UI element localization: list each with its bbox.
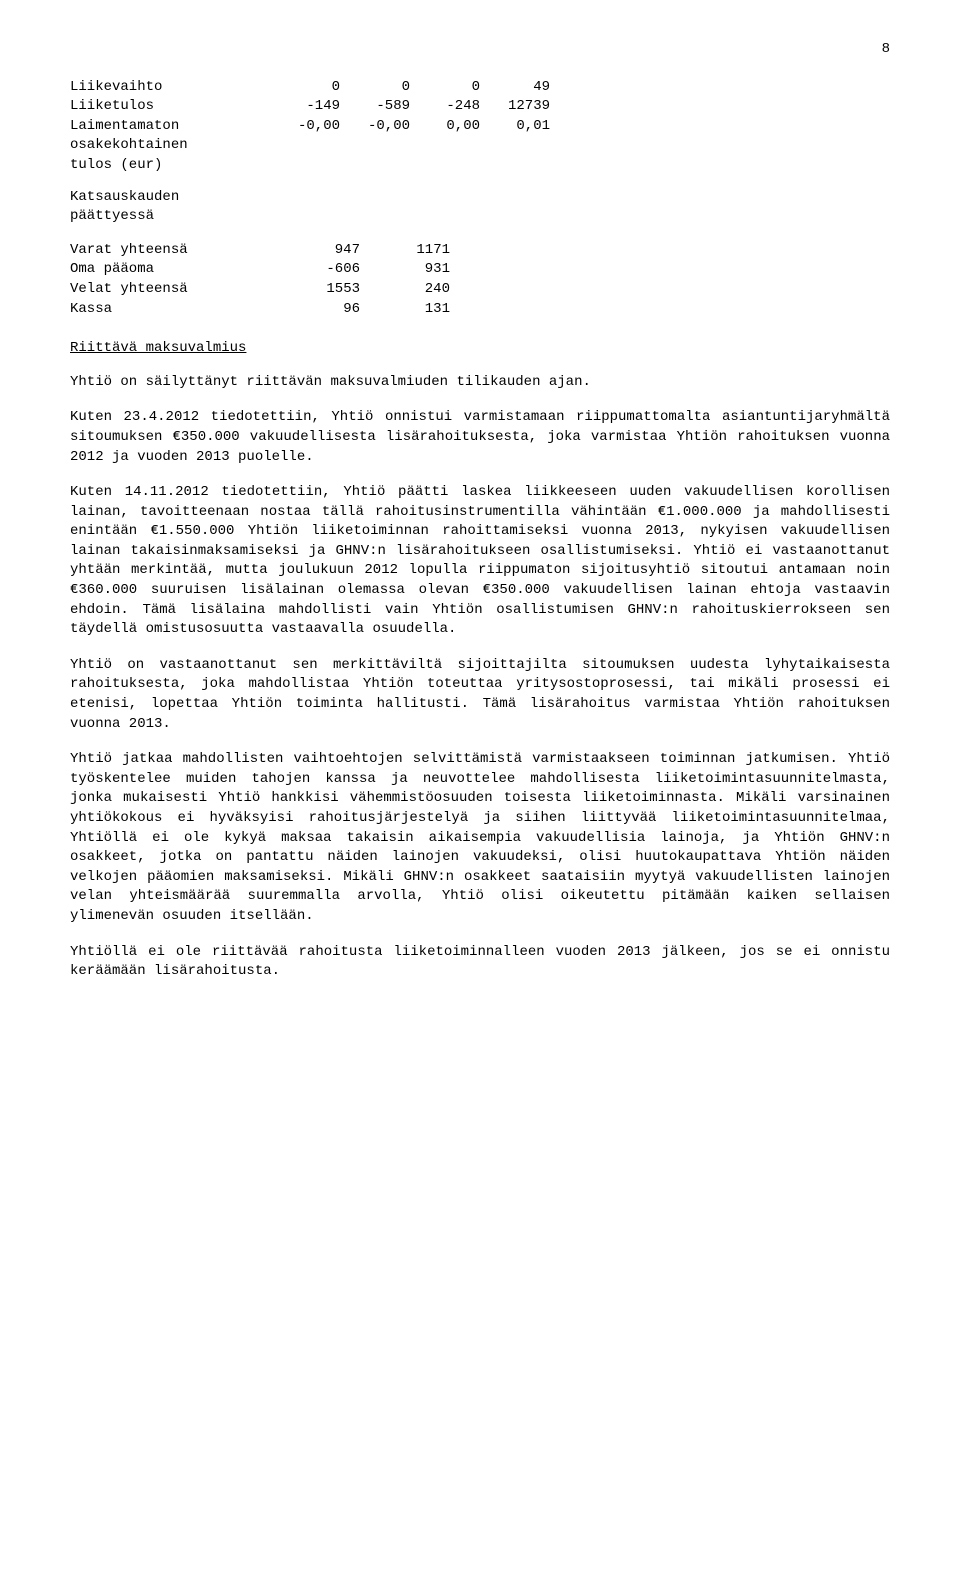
row-label: Liikevaihto — [70, 78, 280, 98]
cell: 1553 — [280, 280, 370, 300]
row-label: Varat yhteensä — [70, 241, 280, 261]
intro-line: Yhtiö on säilyttänyt riittävän maksuvalm… — [70, 373, 890, 393]
table-row: Velat yhteensä1553240 — [70, 280, 460, 300]
table-row: Oma pääoma-606931 — [70, 260, 460, 280]
financials-table-2: Varat yhteensä9471171Oma pääoma-606931Ve… — [70, 241, 460, 319]
cell: -0,00 — [280, 117, 350, 137]
paragraph-5: Yhtiöllä ei ole riittävää rahoitusta lii… — [70, 943, 890, 982]
cell: 49 — [490, 78, 560, 98]
paragraph-4: Yhtiö jatkaa mahdollisten vaihtoehtojen … — [70, 750, 890, 926]
table2-body: Varat yhteensä9471171Oma pääoma-606931Ve… — [70, 241, 460, 319]
cell: 0,01 — [490, 117, 560, 137]
table-row: Liikevaihto00049 — [70, 78, 560, 98]
row-label: Laimentamaton — [70, 117, 280, 137]
cell: 12739 — [490, 97, 560, 117]
section-heading: Riittävä maksuvalmius — [70, 339, 890, 359]
cell: 0 — [350, 78, 420, 98]
paragraph-1: Kuten 23.4.2012 tiedotettiin, Yhtiö onni… — [70, 408, 890, 467]
cell: -606 — [280, 260, 370, 280]
cell — [490, 136, 560, 156]
row-label: Oma pääoma — [70, 260, 280, 280]
table-row: tulos (eur) — [70, 156, 560, 176]
cell — [490, 156, 560, 176]
cell: 0,00 — [420, 117, 490, 137]
cell — [280, 136, 350, 156]
paragraph-2: Kuten 14.11.2012 tiedotettiin, Yhtiö pää… — [70, 483, 890, 640]
row-label: osakekohtainen — [70, 136, 280, 156]
cell: 0 — [280, 78, 350, 98]
table-row: Varat yhteensä9471171 — [70, 241, 460, 261]
table-row: Kassa96131 — [70, 300, 460, 320]
row-label: tulos (eur) — [70, 156, 280, 176]
cell — [420, 136, 490, 156]
page-number: 8 — [70, 40, 890, 60]
table1-body: Liikevaihto00049Liiketulos-149-589-24812… — [70, 78, 560, 176]
cell: 131 — [370, 300, 460, 320]
cell: 1171 — [370, 241, 460, 261]
cell: -149 — [280, 97, 350, 117]
cell: -248 — [420, 97, 490, 117]
row-label: Velat yhteensä — [70, 280, 280, 300]
katsaus-heading: Katsauskauden päättyessä — [70, 188, 890, 227]
cell: 947 — [280, 241, 370, 261]
cell — [350, 156, 420, 176]
financials-table-1: Liikevaihto00049Liiketulos-149-589-24812… — [70, 78, 560, 176]
cell: -0,00 — [350, 117, 420, 137]
cell: 931 — [370, 260, 460, 280]
cell — [280, 156, 350, 176]
cell — [350, 136, 420, 156]
row-label: Kassa — [70, 300, 280, 320]
cell: 0 — [420, 78, 490, 98]
page-container: 8 Liikevaihto00049Liiketulos-149-589-248… — [0, 0, 960, 1038]
table-row: Laimentamaton-0,00-0,000,000,01 — [70, 117, 560, 137]
table-row: osakekohtainen — [70, 136, 560, 156]
cell — [420, 156, 490, 176]
paragraph-3: Yhtiö on vastaanottanut sen merkittävilt… — [70, 656, 890, 734]
cell: -589 — [350, 97, 420, 117]
row-label: Liiketulos — [70, 97, 280, 117]
cell: 240 — [370, 280, 460, 300]
cell: 96 — [280, 300, 370, 320]
table-row: Liiketulos-149-589-24812739 — [70, 97, 560, 117]
